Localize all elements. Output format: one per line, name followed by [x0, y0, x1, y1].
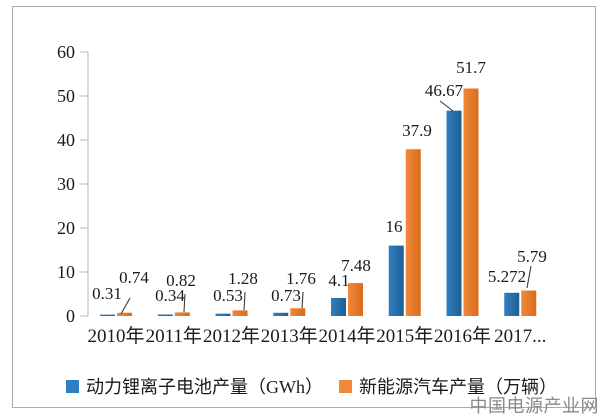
chart-frame [12, 6, 596, 408]
bar-battery-4 [331, 297, 346, 316]
legend-label-vehicle: 新能源汽车产量（万辆） [359, 377, 557, 397]
data-label-battery-7: 5.272 [488, 267, 526, 286]
bar-vehicle-6 [463, 88, 479, 317]
bar-vehicle-4 [348, 283, 363, 316]
data-label-battery-6: 46.67 [425, 81, 464, 100]
bar-vehicle-0 [117, 312, 132, 316]
bar-vehicle-5 [405, 149, 421, 316]
bar-battery-2 [215, 313, 231, 316]
legend-item-battery: 动力锂离子电池产量（GWh） [66, 373, 323, 399]
leader-line [243, 291, 246, 311]
x-tick-label: 2016年 [434, 325, 491, 347]
x-tick-label: 2012年 [203, 325, 260, 347]
x-tick-label: 2013年 [261, 325, 318, 347]
data-label-vehicle-7: 5.79 [517, 247, 547, 266]
watermark: 中国电源产业网 [469, 396, 599, 416]
bar-battery-3 [273, 312, 289, 316]
x-tick-label: 2014年 [318, 325, 375, 347]
legend-item-vehicle: 新能源汽车产量（万辆） [339, 373, 557, 399]
leader-line [439, 100, 454, 112]
bar-vehicle-1 [174, 312, 190, 316]
data-label-vehicle-6: 51.7 [456, 58, 486, 77]
legend-swatch-0 [66, 379, 79, 393]
data-label-vehicle-2: 1.28 [228, 269, 258, 288]
x-tick-label: 2015年 [376, 325, 433, 347]
bar-battery-5 [388, 245, 404, 316]
data-label-battery-2: 0.53 [213, 286, 243, 305]
x-tick-label: 2010年 [87, 325, 144, 347]
data-label-vehicle-4: 7.48 [341, 256, 371, 275]
data-label-battery-0: 0.31 [92, 284, 122, 303]
data-label-vehicle-0: 0.74 [119, 268, 149, 287]
data-label-vehicle-5: 37.9 [402, 121, 432, 140]
bar-battery-7 [504, 292, 520, 316]
data-label-vehicle-1: 0.82 [166, 271, 196, 290]
leader-line [120, 297, 131, 315]
leader-line [301, 291, 304, 309]
y-tick-label: 40 [57, 130, 75, 150]
data-label-battery-5: 16 [386, 217, 403, 236]
bar-battery-0 [100, 314, 115, 316]
bar-battery-1 [157, 314, 173, 316]
y-tick-label: 10 [57, 262, 75, 282]
chart-legend: 动力锂离子电池产量（GWh） 新能源汽车产量（万辆） [66, 373, 557, 399]
data-label-battery-1: 0.34 [155, 286, 185, 305]
x-tick-label: 2011年 [146, 325, 202, 347]
bar-vehicle-3 [290, 308, 306, 316]
y-tick-label: 20 [57, 218, 75, 238]
bar-battery-6 [446, 110, 462, 316]
legend-label-battery: 动力锂离子电池产量（GWh） [86, 377, 323, 397]
x-tick-label: 2017... [494, 326, 546, 347]
bar-vehicle-2 [232, 310, 248, 316]
data-label-battery-3: 0.73 [271, 286, 301, 305]
bar-vehicle-7 [521, 290, 537, 316]
y-tick-label: 0 [66, 306, 75, 326]
data-label-vehicle-3: 1.76 [286, 269, 316, 288]
y-tick-label: 30 [57, 174, 75, 194]
y-tick-label: 50 [57, 86, 75, 106]
y-tick-label: 60 [57, 42, 75, 62]
data-label-battery-4: 4.1 [328, 271, 349, 290]
legend-swatch-1 [339, 379, 352, 393]
leader-line [183, 293, 186, 313]
leader-line [526, 265, 532, 289]
